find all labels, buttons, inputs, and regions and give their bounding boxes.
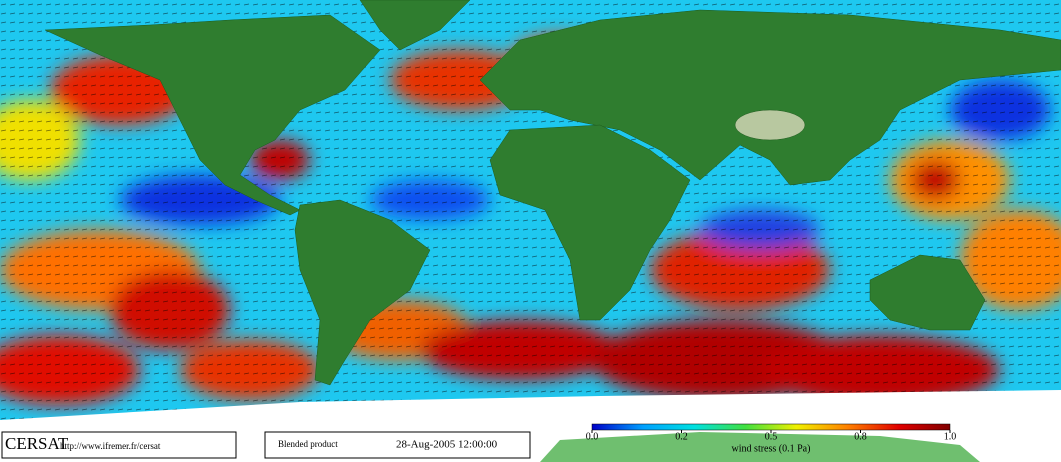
- tibet-plateau: [734, 109, 806, 141]
- colorbar-tick-label: 0.8: [854, 431, 867, 442]
- footer: CERSAT http://www.ifremer.fr/cersat Blen…: [1, 431, 531, 459]
- australia: [869, 254, 986, 331]
- timestamp: 28-Aug-2005 12:00:00: [396, 439, 498, 451]
- logo-box: [1, 431, 237, 459]
- land: [44, 0, 1061, 386]
- colorbar-tick-label: 0.2: [675, 431, 688, 442]
- colorbar-tick-label: 0.5: [765, 431, 778, 442]
- product: Blended product: [278, 439, 338, 449]
- south-america: [294, 199, 431, 386]
- colorbar-tick-label: 0.0: [586, 431, 599, 442]
- greenland: [359, 0, 471, 51]
- colorbar-label: wind stress (0.1 Pa): [732, 443, 811, 454]
- colorbar-tick-label: 1.0: [944, 431, 957, 442]
- africa: [489, 124, 691, 321]
- logo: CERSAT: [5, 434, 69, 453]
- colorbar-ramp: [591, 423, 951, 431]
- product-box: [264, 431, 531, 459]
- antarctic-terrain: [540, 432, 980, 462]
- north-america: [44, 14, 381, 216]
- url: http://www.ifremer.fr/cersat: [60, 441, 161, 451]
- colorbar: wind stress (0.1 Pa) 0.0 0.2 0.5 0.8 1.0: [586, 423, 957, 454]
